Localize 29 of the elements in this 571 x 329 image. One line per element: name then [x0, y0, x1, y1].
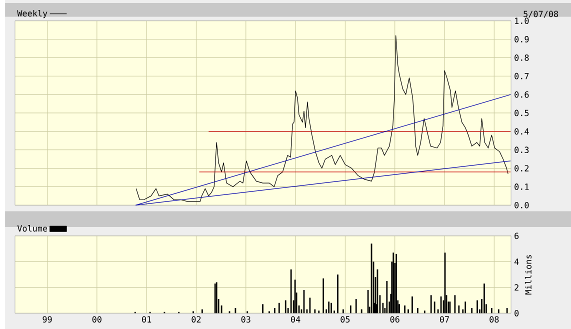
y-tick-label: 0.0: [514, 202, 529, 208]
y-tick-label: 0: [514, 310, 519, 316]
y-tick-label: 0.6: [514, 91, 529, 98]
y-tick-label: 6: [514, 232, 519, 240]
x-tick-label: 00: [92, 316, 102, 323]
x-tick-label: 07: [440, 316, 449, 323]
x-tick-label: 02: [192, 316, 201, 323]
y-tick-label: 4: [514, 258, 519, 265]
y-tick-label: 0.7: [514, 72, 529, 80]
y-tick-label: 2: [514, 284, 518, 291]
x-tick-label: 01: [142, 316, 152, 323]
y-tick-label: 1.0: [515, 18, 529, 24]
text: 5/07/08: [524, 10, 558, 18]
y-tick-label: 0.2: [514, 165, 529, 172]
y-tick-label: 0.1: [514, 184, 529, 190]
y-tick-label: 0.5: [514, 110, 529, 116]
y-tick-label: 0.9: [514, 36, 529, 42]
y-tick-label: 0.8: [514, 54, 529, 61]
y-tick-label: 0.4: [514, 128, 529, 135]
y-tick-label: 0.3: [514, 146, 529, 154]
x-tick-label: 08: [490, 316, 499, 323]
x-tick-label: 06: [390, 316, 400, 323]
x-tick-label: 04: [291, 316, 300, 323]
x-tick-label: 05: [340, 316, 350, 323]
y-axis-title: Millions: [524, 255, 532, 294]
x-tick-label: 99: [42, 316, 52, 323]
legend-label: Volume: [17, 224, 48, 232]
legend-label: Weekly: [17, 10, 48, 18]
x-tick-label: 03: [241, 316, 250, 323]
